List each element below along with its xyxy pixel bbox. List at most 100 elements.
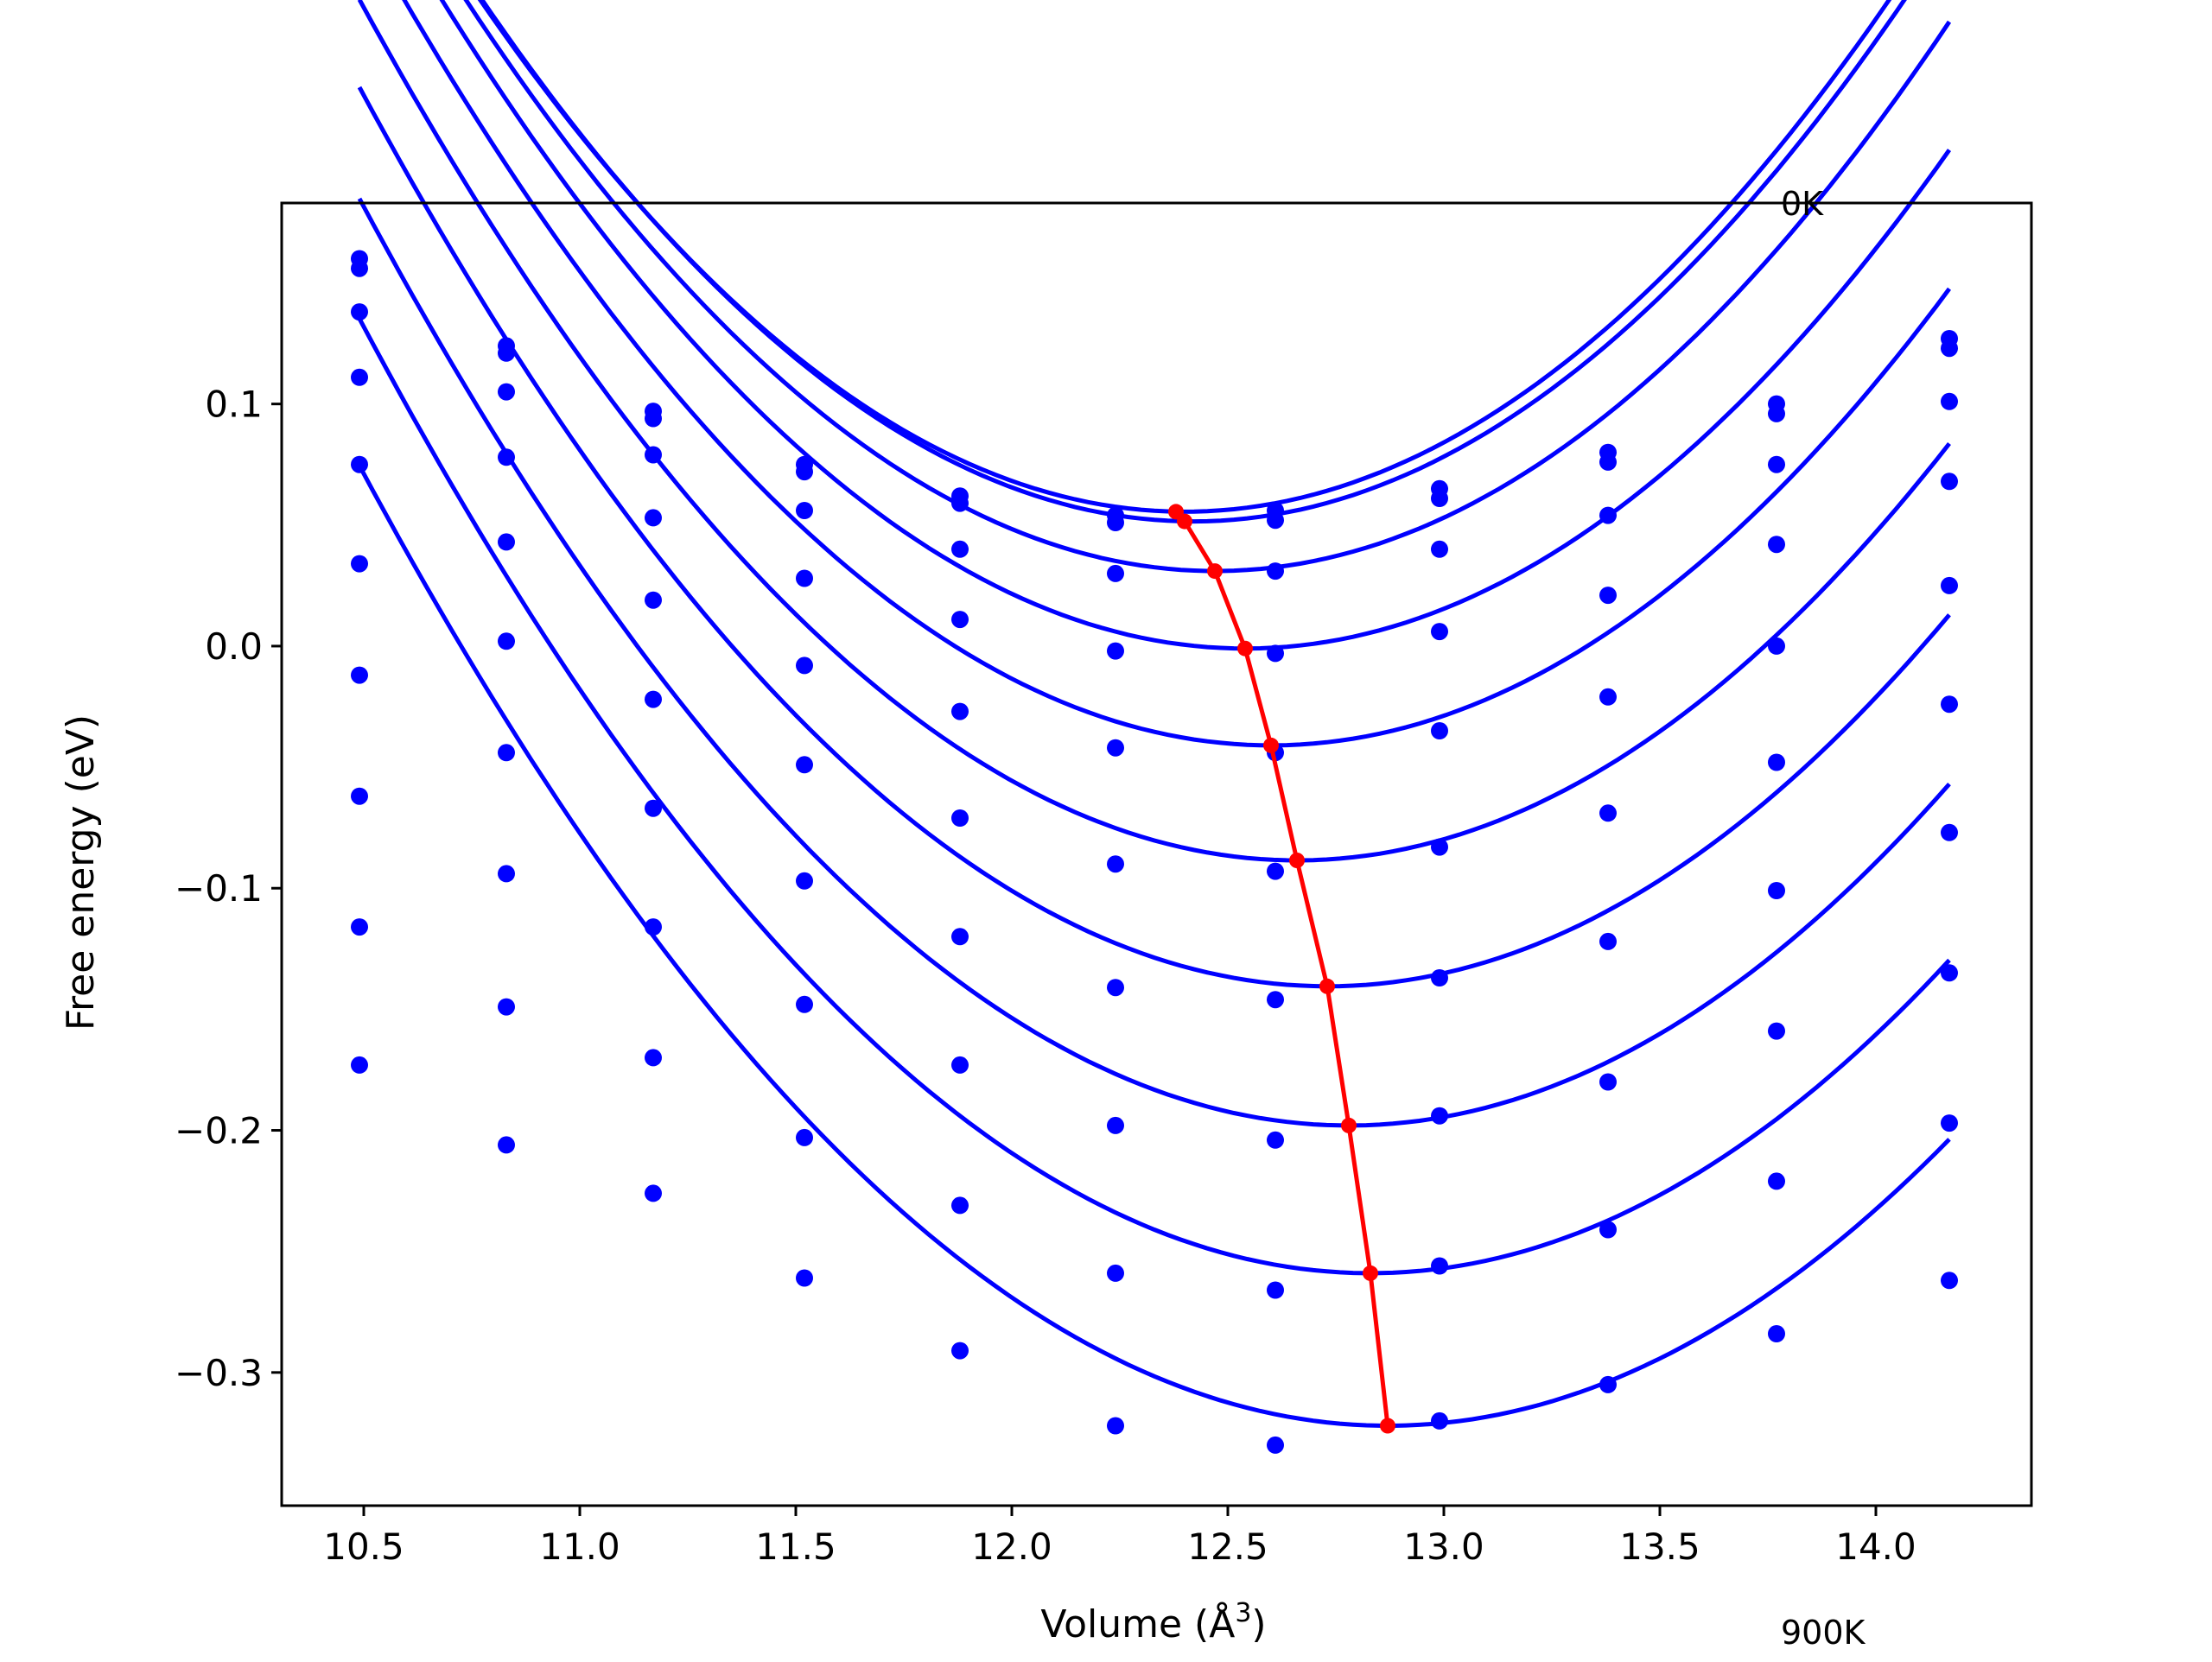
data-point-8-7 [1431,1257,1448,1275]
data-point-4-0 [351,455,368,473]
fit-curve-0 [477,0,1892,514]
data-point-9-10 [1941,1272,1958,1290]
data-point-5-3 [796,756,813,774]
data-point-9-3 [796,1269,813,1287]
data-point-4-8 [1599,688,1617,706]
minimum-point-9 [1380,1418,1395,1434]
data-point-1-0 [351,259,368,277]
data-point-7-10 [1941,964,1958,982]
data-point-3-4 [951,611,969,629]
data-point-1-10 [1941,339,1958,358]
fit-curve-5 [357,0,1951,863]
minimum-point-7 [1341,1117,1357,1133]
data-point-2-3 [796,502,813,519]
data-point-6-4 [951,928,969,946]
minimum-point-1 [1177,513,1192,530]
data-point-1-4 [951,494,969,512]
y-axis-ticks: −0.3 −0.2 −0.1 0.0 0.1 [175,384,282,1394]
data-point-3-8 [1599,587,1617,605]
x-tick-label: 11.0 [539,1526,620,1568]
data-point-9-7 [1431,1411,1448,1430]
data-point-6-1 [498,744,515,762]
data-point-7-8 [1599,1073,1617,1091]
data-point-2-4 [951,540,969,558]
data-point-3-10 [1941,473,1958,491]
minimum-point-2 [1207,563,1223,580]
data-point-5-2 [645,690,662,708]
x-tick-label: 14.0 [1835,1526,1916,1568]
plot-frame [280,201,2033,1507]
data-point-1-7 [1431,490,1448,507]
x-tick-label: 11.5 [755,1526,836,1568]
data-point-7-2 [645,918,662,936]
minimum-point-5 [1289,853,1305,868]
data-point-8-5 [1107,1264,1124,1282]
data-point-1-9 [1768,404,1785,422]
fit-curve-7 [357,197,1951,1128]
minimum-point-6 [1319,978,1335,994]
data-point-4-7 [1431,722,1448,739]
fit-curve-8 [357,317,1951,1276]
data-point-2-0 [351,303,368,321]
data-point-6-10 [1941,823,1958,841]
data-point-6-9 [1768,882,1785,899]
data-point-7-4 [951,1056,969,1074]
data-point-3-5 [1107,642,1124,660]
data-point-2-9 [1768,455,1785,473]
data-point-2-7 [1431,540,1448,558]
x-axis-label: Volume (Å3) [1040,1598,1266,1646]
data-point-3-1 [498,448,515,466]
data-point-9-0 [351,1056,368,1074]
y-tick-label: −0.3 [175,1352,263,1394]
data-point-7-1 [498,865,515,883]
x-tick-label: 10.5 [323,1526,404,1568]
data-point-6-3 [796,872,813,890]
x-tick-label: 12.0 [971,1526,1052,1568]
data-point-5-4 [951,809,969,827]
data-point-7-6 [1267,1131,1284,1149]
data-point-1-8 [1599,453,1617,471]
data-point-8-10 [1941,1114,1958,1132]
data-point-1-5 [1107,514,1124,531]
data-point-8-3 [796,1128,813,1146]
y-tick-label: −0.2 [175,1110,263,1152]
data-point-9-5 [1107,1417,1124,1435]
x-tick-label: 13.5 [1619,1526,1700,1568]
y-tick-label: 0.0 [205,625,263,668]
fit-curve-2 [463,0,1952,574]
data-point-2-5 [1107,564,1124,582]
data-point-3-9 [1768,536,1785,554]
annotation-900k: 900K [1781,1614,1866,1652]
minimum-point-4 [1263,737,1279,753]
data-point-5-8 [1599,804,1617,822]
data-point-5-0 [351,555,368,573]
data-point-5-10 [1941,695,1958,714]
data-point-4-4 [951,702,969,720]
data-point-9-4 [951,1342,969,1360]
data-point-5-1 [498,632,515,650]
data-point-5-9 [1768,753,1785,771]
data-point-7-5 [1107,1116,1124,1134]
fit-curves [357,0,1952,1429]
data-point-3-0 [351,368,368,386]
x-tick-label: 12.5 [1187,1526,1268,1568]
data-point-5-7 [1431,838,1448,856]
data-point-7-0 [351,787,368,805]
data-point-4-9 [1768,637,1785,655]
data-point-2-2 [645,446,662,464]
data-points [351,250,1958,1454]
data-point-1-3 [796,463,813,481]
x-tick-label: 13.0 [1403,1526,1484,1568]
data-point-4-10 [1941,576,1958,594]
data-point-9-2 [645,1184,662,1202]
data-point-8-4 [951,1196,969,1215]
fit-curve-3 [439,0,1952,651]
data-point-2-6 [1267,562,1284,580]
x-axis-ticks: 10.5 11.0 11.5 12.0 12.5 13.0 13.5 14.0 [323,1506,1916,1568]
data-point-8-0 [351,918,368,936]
minimum-point-8 [1363,1265,1378,1281]
data-point-1-6 [1267,511,1284,530]
fit-curve-9 [357,464,1951,1429]
